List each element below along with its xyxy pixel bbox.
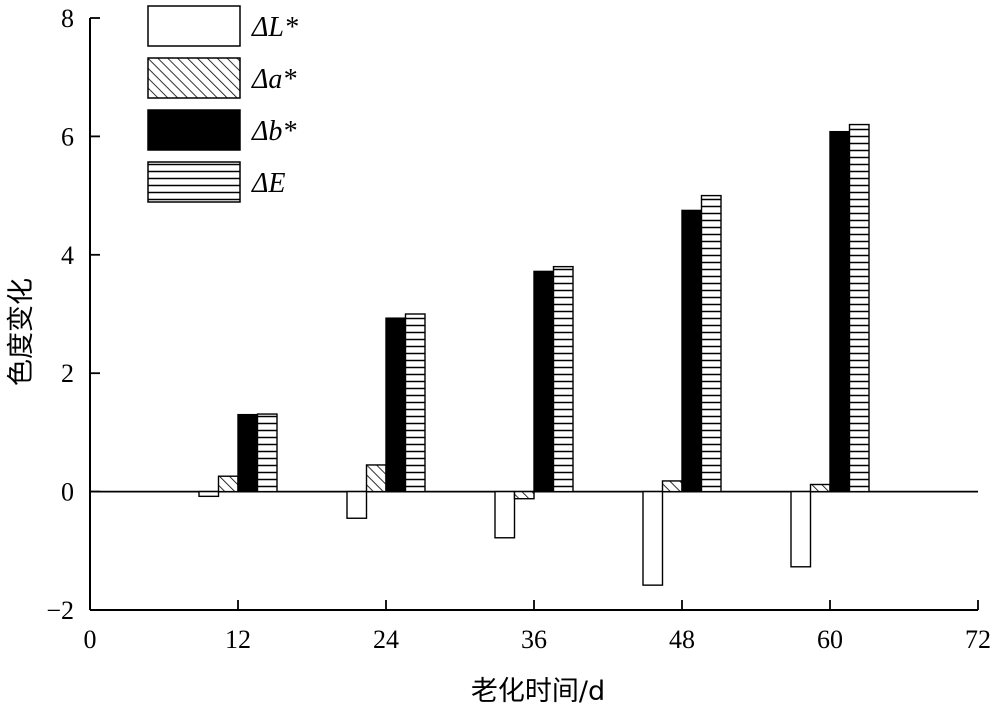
bar-a-36 [513, 490, 535, 500]
legend-swatch-l [147, 5, 241, 47]
legend-swatch-e [147, 161, 241, 203]
bar-l-60 [790, 490, 812, 568]
legend-swatch-a [147, 57, 241, 99]
x-tick-label: 36 [521, 625, 547, 654]
x-tick-label: 48 [669, 625, 695, 654]
x-tick-label: 60 [817, 625, 843, 654]
bar-a-12 [217, 475, 239, 493]
y-tick-label: −2 [46, 596, 74, 625]
bar-b-60 [829, 130, 851, 493]
legend-label-l: ΔL* [251, 12, 298, 43]
bar-b-48 [681, 209, 703, 493]
legend-label-a: Δa* [251, 64, 296, 95]
bar-a-24 [365, 464, 387, 493]
legend-label-e: ΔE [251, 168, 286, 199]
y-tick-label: 4 [61, 241, 74, 270]
bar-e-36 [552, 265, 574, 493]
bar-b-12 [237, 413, 259, 493]
y-tick-label: 8 [61, 4, 74, 33]
bar-e-60 [848, 123, 870, 493]
x-tick-label: 12 [225, 625, 251, 654]
y-tick-label: 6 [61, 122, 74, 151]
bar-e-24 [404, 313, 426, 493]
bar-a-60 [809, 483, 831, 493]
x-tick-label: 0 [84, 625, 97, 654]
bar-l-36 [494, 490, 516, 539]
y-tick-label: 2 [61, 359, 74, 388]
bar-l-48 [642, 490, 664, 586]
bar-l-24 [346, 490, 368, 519]
bar-b-24 [385, 317, 407, 493]
bar-e-48 [700, 194, 722, 493]
y-tick-label: 0 [61, 478, 74, 507]
bars [198, 123, 870, 586]
x-tick-label: 72 [965, 625, 991, 654]
legend-label-b: Δb* [251, 116, 296, 147]
x-tick-label: 24 [373, 625, 399, 654]
legend-swatch-b [147, 109, 241, 151]
y-axis-title: 色度变化 [6, 278, 37, 386]
bar-e-12 [256, 413, 278, 493]
bar-a-48 [661, 480, 683, 493]
x-axis-title: 老化时间/d [471, 676, 605, 707]
legend: ΔL* Δa* Δb* ΔE [147, 5, 298, 203]
bar-l-12 [198, 490, 220, 498]
bar-b-36 [533, 270, 555, 493]
